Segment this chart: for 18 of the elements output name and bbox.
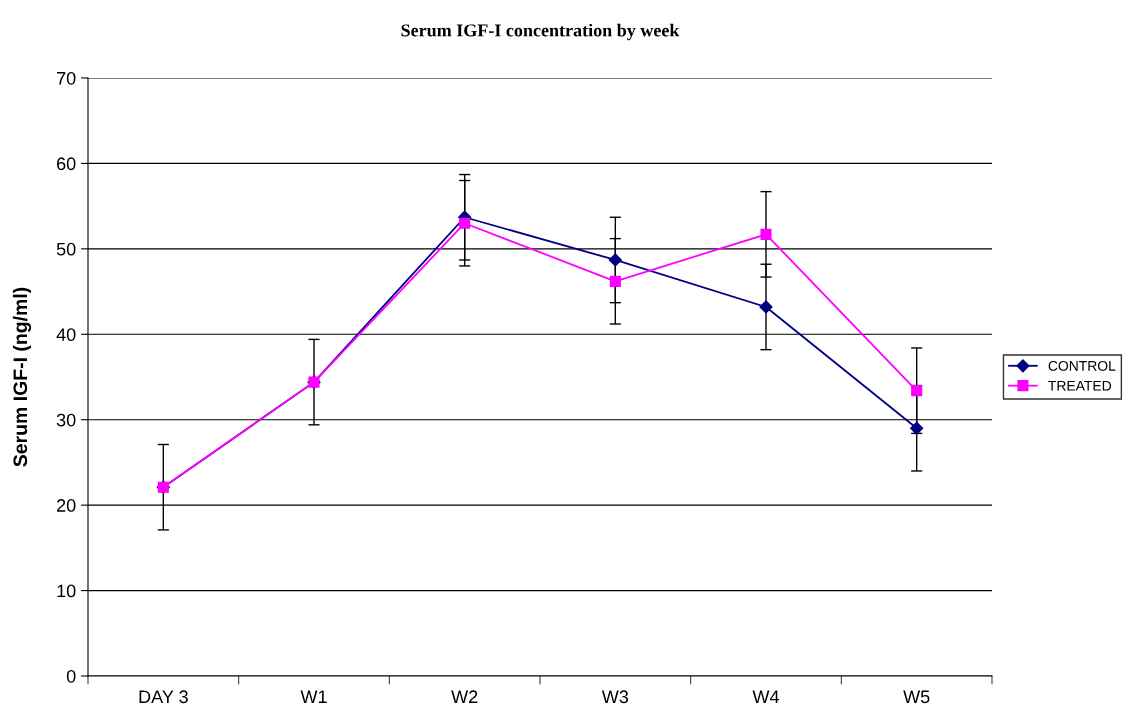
y-tick-label: 70 [57, 71, 76, 85]
x-tick-label: W2 [451, 690, 478, 703]
x-tick-label: W1 [300, 690, 327, 703]
legend-label: CONTROL [1048, 360, 1116, 371]
x-tick-label: DAY 3 [139, 690, 188, 704]
legend-label: TREATED [1048, 380, 1112, 391]
x-tick-label: W4 [752, 690, 780, 703]
y-tick-label: 40 [56, 328, 76, 342]
chart-title: Serum IGF-I concentration by week [401, 23, 680, 41]
y-tick-label: 20 [57, 499, 76, 512]
x-tick-label: W3 [601, 690, 629, 704]
y-tick-label: 30 [56, 413, 76, 427]
x-tick-label: W5 [903, 690, 930, 704]
y-tick-label: 60 [57, 157, 76, 171]
y-axis-title: Serum IGF-I (ng/ml) [12, 287, 32, 467]
y-tick-label: 10 [57, 584, 76, 598]
y-tick-label: 50 [56, 242, 76, 256]
y-tick-label: 0 [66, 669, 76, 683]
